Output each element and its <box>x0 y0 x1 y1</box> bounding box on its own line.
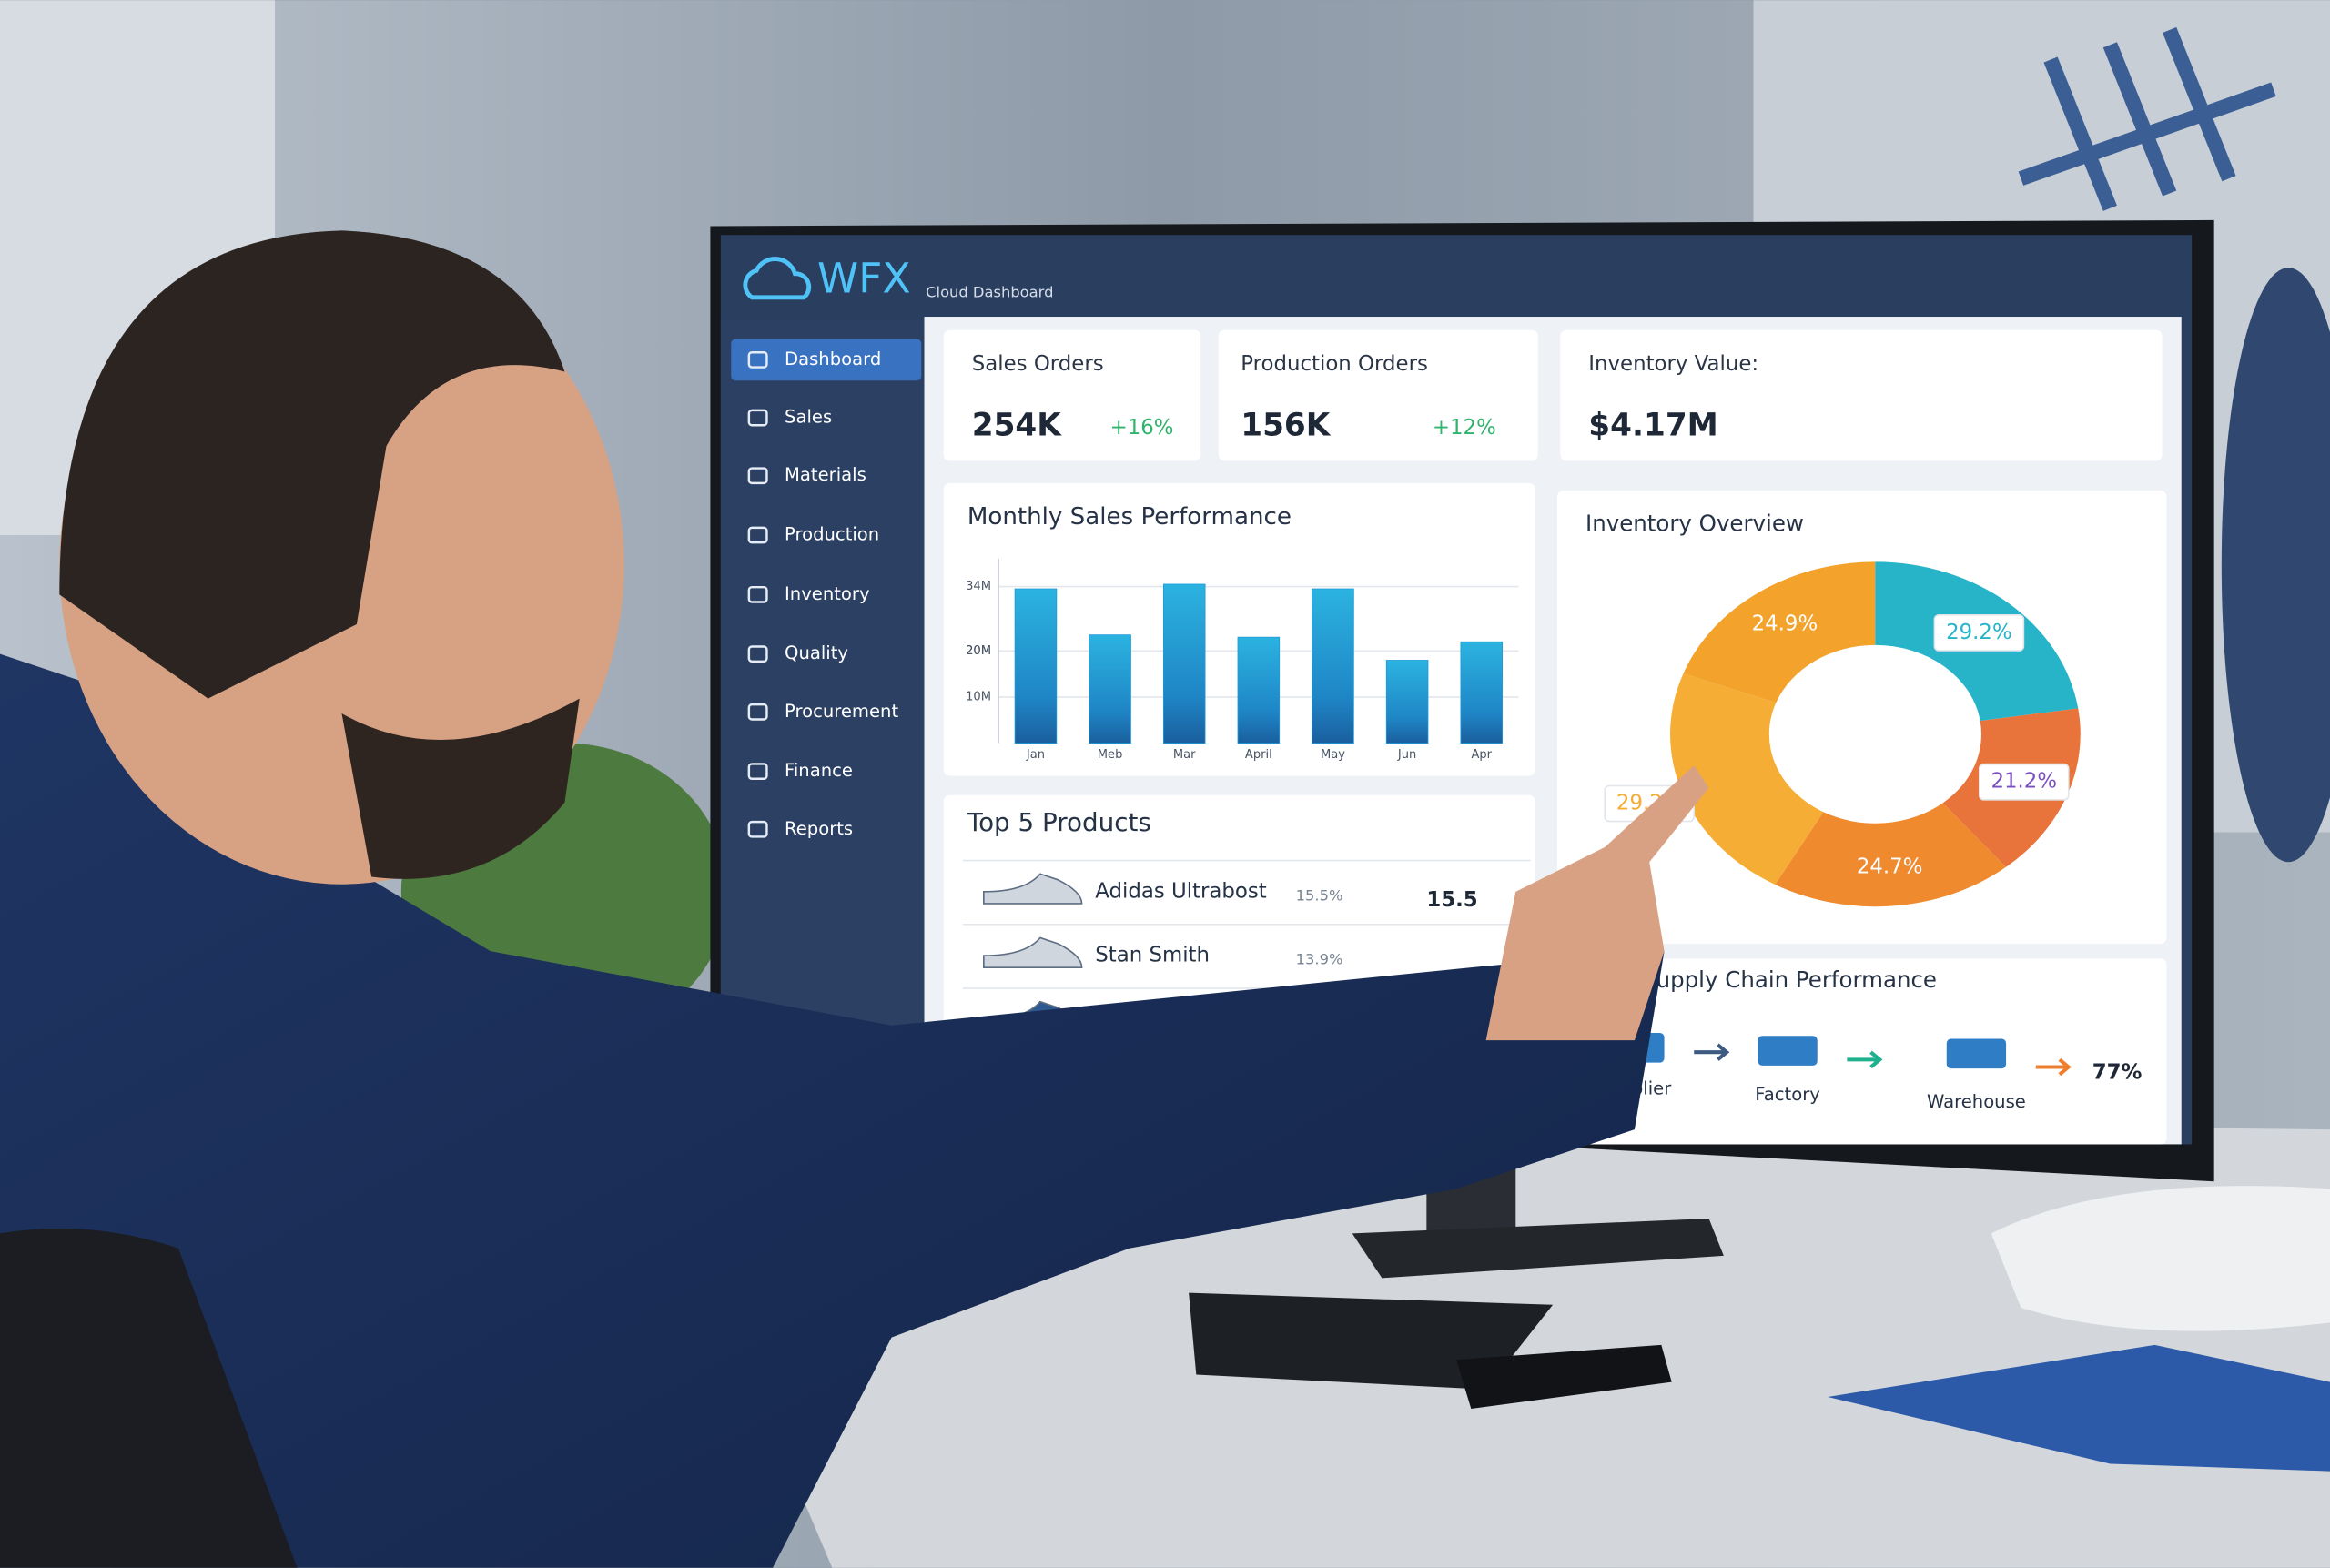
wall-art <box>2018 26 2276 211</box>
kpi-title: Inventory Value: <box>1588 352 1758 376</box>
y-tick-label: 10M <box>966 690 991 703</box>
supply-rate: 77% <box>2092 1061 2143 1085</box>
menu-item: Reports <box>785 818 853 839</box>
person-body <box>0 653 1665 1568</box>
beard <box>341 698 580 879</box>
monitor-base <box>1352 1219 1724 1279</box>
menu-icon <box>747 703 768 721</box>
menu-icon <box>747 585 768 603</box>
menu-item: Sales <box>785 407 832 428</box>
menu-item: Production <box>785 524 879 545</box>
background-person <box>2221 268 2330 863</box>
menu-icon <box>747 645 768 663</box>
menu-item: Finance <box>785 760 853 781</box>
data-label: 21.2% <box>1991 770 2057 794</box>
phone <box>1456 1344 1672 1410</box>
x-tick-label: Meb <box>1098 748 1123 762</box>
kpi-row: Sales Orders 254K +16% Production Orders 156… <box>943 329 2163 461</box>
menu-icon <box>747 820 768 838</box>
kpi-card <box>1560 329 2163 461</box>
folder <box>1828 1344 2330 1472</box>
shoe-icon <box>983 873 1083 905</box>
active-item <box>731 339 922 381</box>
menu-item: Quality <box>785 642 848 663</box>
hair <box>59 230 565 699</box>
product-name: Adidas Ultrabost <box>1095 879 1267 903</box>
x-tick-label: Jan <box>1026 748 1045 762</box>
menu-item: Materials <box>785 464 866 485</box>
hand <box>1485 765 1709 1041</box>
label-box <box>1978 763 2070 801</box>
data-label: 29.2% <box>1946 621 2012 644</box>
card <box>1557 958 2167 1145</box>
stage-label: Warehouse <box>1927 1091 2026 1112</box>
kpi-card <box>1218 329 1538 461</box>
supply-title: Supply Chain Performance <box>1642 966 1937 993</box>
bar <box>1162 583 1206 744</box>
kpi-value: $4.17M <box>1588 407 1717 443</box>
sidebar <box>720 319 925 1063</box>
y-tick-label: 34M <box>966 580 991 593</box>
arrow <box>1847 1050 1883 1069</box>
menu-item: Inventory <box>785 583 870 604</box>
menu-icon <box>747 526 768 544</box>
product-share: 15.5% <box>1296 886 1343 904</box>
menu-item: Procurement <box>785 701 898 722</box>
subtitle: Cloud Dashboard <box>926 283 1053 300</box>
x-tick-label: Apr <box>1471 748 1492 762</box>
x-tick-label: Mar <box>1173 748 1196 762</box>
logo-icon <box>743 257 812 300</box>
bar-chart: Monthly Sales Performance10M20M20M34MJan… <box>966 503 1519 762</box>
bar <box>1237 636 1281 744</box>
x-tick-label: May <box>1321 748 1345 762</box>
menu-item: Dashboard <box>785 349 881 369</box>
donut-slice <box>1775 803 2006 907</box>
bar <box>1014 588 1058 744</box>
telephone <box>1991 1186 2330 1331</box>
data-label: 24.7% <box>1857 855 1923 879</box>
data-label: 24.9% <box>1752 612 1818 635</box>
menu-icon <box>747 350 768 369</box>
arrow <box>2035 1057 2072 1077</box>
logo: WFX <box>817 254 911 302</box>
kpi-change: +12% <box>1433 416 1496 440</box>
product-name: Stan Smith <box>1095 944 1210 967</box>
kpi-title: Production Orders <box>1241 352 1428 376</box>
kpi-value: 156K <box>1241 407 1332 443</box>
bar <box>1385 660 1429 744</box>
x-tick-label: April <box>1245 748 1272 762</box>
menu-icon <box>747 467 768 485</box>
label-box <box>1933 613 2025 652</box>
menu-icon <box>747 409 768 427</box>
y-tick-label: 20M <box>966 644 991 658</box>
sidebar-menu: Dashboard Sales Materials Production Invento… <box>731 339 922 839</box>
bar <box>1089 634 1131 744</box>
shoe-icon <box>983 936 1083 968</box>
donut-slice <box>1683 561 1876 703</box>
kpi-card <box>943 329 1201 461</box>
bar <box>1460 641 1504 744</box>
chair <box>0 1228 298 1568</box>
stage-label: Factory <box>1755 1084 1820 1105</box>
product-share: 13.9% <box>1296 950 1343 967</box>
kpi-value: 254K <box>972 407 1063 443</box>
x-tick-label: Jun <box>1397 748 1416 762</box>
products-title: Top 5 Products <box>967 807 1151 837</box>
stage-icon <box>1946 1038 2007 1069</box>
kpi-title: Sales Orders <box>972 352 1104 376</box>
donut-slice <box>1670 673 1824 885</box>
menu-icon <box>747 763 768 781</box>
arrow <box>1694 1043 1730 1061</box>
product-sales: 15.5 <box>1426 888 1477 912</box>
y-tick-label: 20M <box>966 644 991 658</box>
chart-title: Monthly Sales Performance <box>967 503 1292 531</box>
bar <box>1312 588 1354 744</box>
kpi-change: +16% <box>1110 416 1174 440</box>
chart-title: Inventory Overview <box>1585 511 1804 537</box>
stage-icon <box>1758 1036 1818 1066</box>
